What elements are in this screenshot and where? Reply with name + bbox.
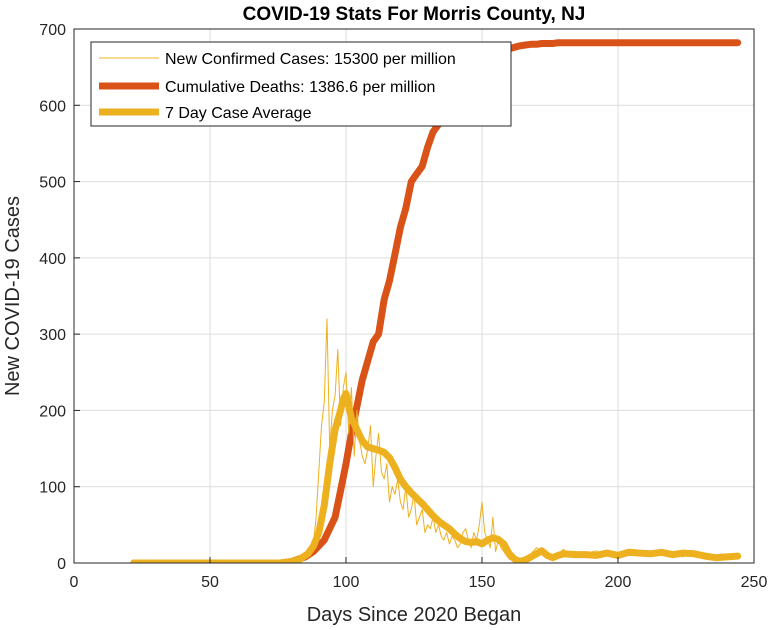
tick-labels: 0 50 100 150 200 250 0 100 200 300 400 500 600 700 xyxy=(39,22,767,591)
x-tick-label: 50 xyxy=(201,574,219,591)
x-tick-label: 250 xyxy=(741,574,768,591)
series-layer xyxy=(130,39,742,563)
legend-label-new-cases: New Confirmed Cases: 15300 per million xyxy=(165,51,456,68)
y-tick-label: 600 xyxy=(39,98,66,115)
legend: New Confirmed Cases: 15300 per million C… xyxy=(90,41,512,127)
y-tick-label: 700 xyxy=(39,22,66,39)
y-axis-label: New COVID-19 Cases xyxy=(2,196,24,396)
x-axis-label: Days Since 2020 Began xyxy=(307,604,522,626)
legend-label-cumulative-deaths: Cumulative Deaths: 1386.6 per million xyxy=(165,79,435,96)
chart-title: COVID-19 Stats For Morris County, NJ xyxy=(243,4,586,25)
series-line-7-day-average xyxy=(130,390,742,563)
x-tick-label: 200 xyxy=(605,574,632,591)
y-tick-label: 300 xyxy=(39,327,66,344)
y-tick-label: 500 xyxy=(39,175,66,192)
legend-box xyxy=(90,41,512,127)
y-tick-label: 200 xyxy=(39,403,66,420)
y-tick-label: 100 xyxy=(39,480,66,497)
plot-frame xyxy=(73,28,755,564)
series-line-new-cases xyxy=(133,318,739,563)
legend-label-7-day-average: 7 Day Case Average xyxy=(165,105,312,122)
y-tick-label: 0 xyxy=(57,556,66,573)
series-line-cumulative-deaths xyxy=(130,39,742,563)
x-tick-label: 100 xyxy=(333,574,360,591)
x-tick-label: 150 xyxy=(469,574,496,591)
y-tick-label: 400 xyxy=(39,251,66,268)
x-tick-label: 0 xyxy=(70,574,79,591)
